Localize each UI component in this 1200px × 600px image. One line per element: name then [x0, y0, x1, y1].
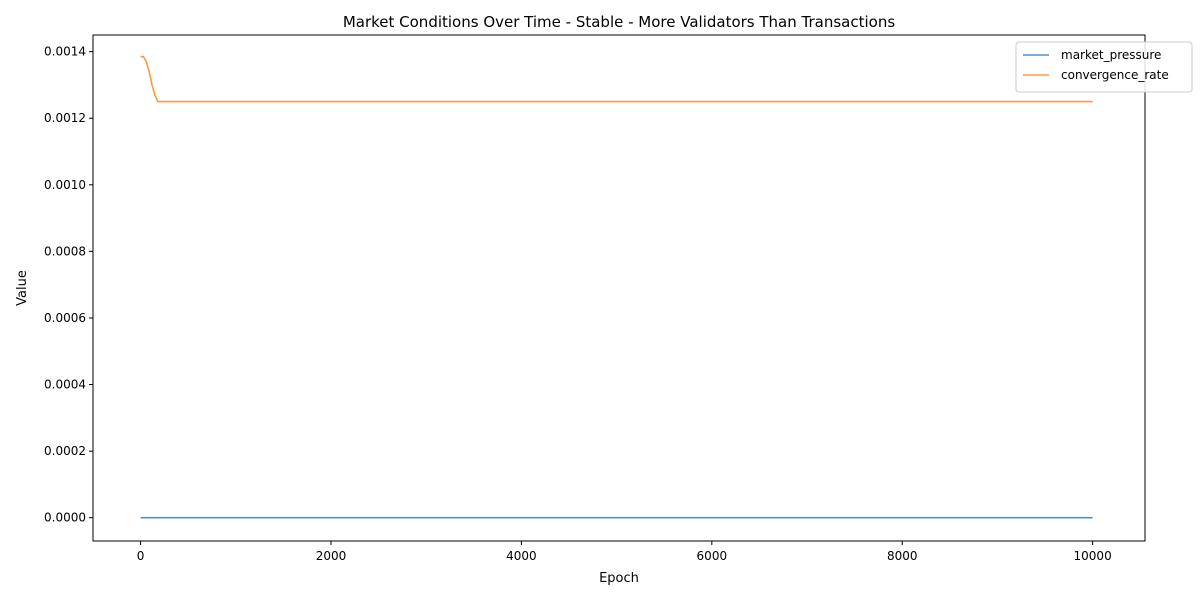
y-axis-label: Value: [15, 270, 30, 306]
x-tick-label: 0: [137, 549, 145, 563]
y-tick-label: 0.0002: [44, 444, 86, 458]
y-tick-label: 0.0004: [44, 378, 86, 392]
x-tick-label: 6000: [697, 549, 728, 563]
series-line-convergence-rate: [140, 55, 1093, 103]
y-tick-label: 0.0008: [44, 244, 86, 258]
y-tick-label: 0.0014: [44, 45, 86, 59]
y-tick-label: 0.0006: [44, 311, 86, 325]
plot-frame: [92, 34, 1146, 542]
x-axis-label: Epoch: [599, 571, 639, 586]
legend-box: [1015, 41, 1193, 93]
legend: market_pressure convergence_rate: [1015, 41, 1193, 93]
x-tick-label: 4000: [506, 549, 537, 563]
y-tick-label: 0.0000: [44, 511, 86, 525]
x-axis-ticks: 0 2000 4000 6000 8000 10000: [137, 541, 1112, 563]
x-tick-label: 2000: [316, 549, 347, 563]
y-tick-label: 0.0010: [44, 178, 86, 192]
series-layer: [140, 55, 1093, 519]
x-tick-label: 8000: [887, 549, 918, 563]
y-axis-ticks: 0.0000 0.0002 0.0004 0.0006 0.0008 0.0010 0.00…: [44, 45, 93, 525]
legend-label: market_pressure: [1061, 48, 1161, 62]
chart-title: Market Conditions Over Time - Stable - M…: [343, 13, 896, 31]
y-tick-label: 0.0012: [44, 111, 86, 125]
x-tick-label: 10000: [1074, 549, 1112, 563]
legend-label: convergence_rate: [1061, 68, 1169, 82]
